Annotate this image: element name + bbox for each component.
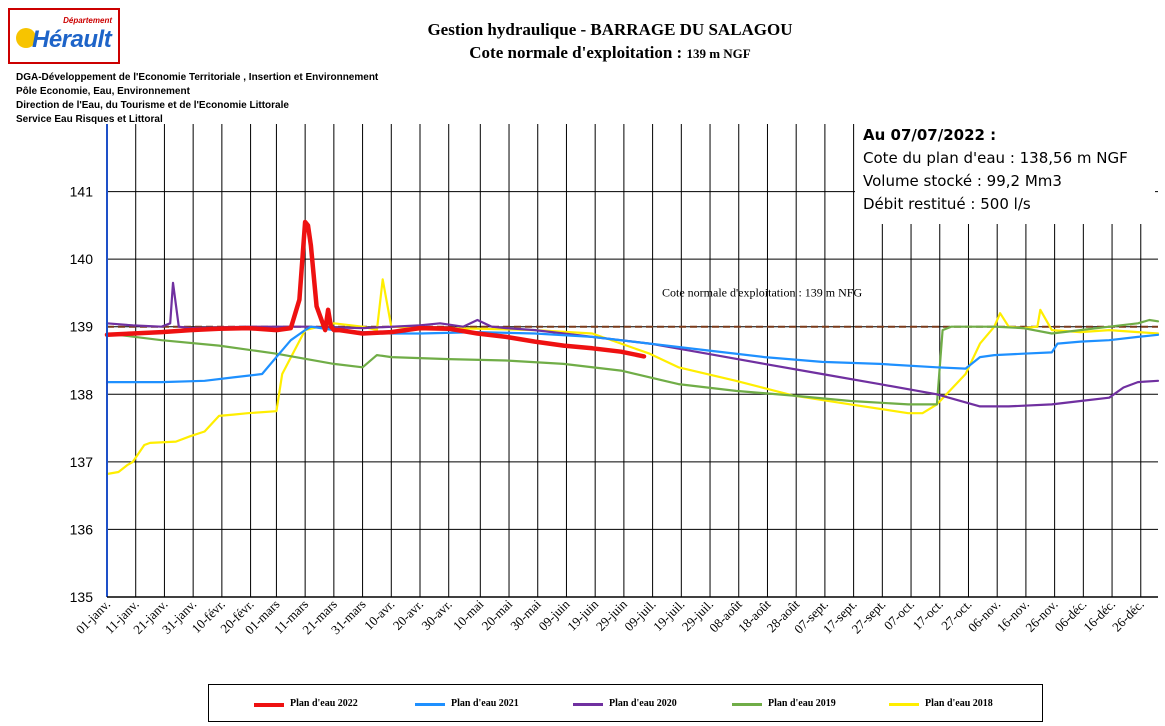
y-tick-labels: 135 136 137 138 139 140 141 bbox=[70, 184, 94, 605]
x-tick-label: 09-juil. bbox=[621, 597, 658, 634]
x-tick-label: 07-oct. bbox=[881, 597, 917, 633]
x-tick-labels: 01-janv.11-janv.21-janv.31-janv.10-févr.… bbox=[73, 596, 1147, 637]
x-tick-label: 20-mai bbox=[478, 596, 515, 633]
info-heading: Au 07/07/2022 : bbox=[863, 126, 997, 144]
status-info-box: Au 07/07/2022 : Cote du plan d'eau : 138… bbox=[855, 124, 1155, 224]
legend-swatch-2021 bbox=[415, 703, 445, 706]
y-tick-label: 135 bbox=[70, 589, 94, 605]
series-line-2022 bbox=[104, 219, 647, 359]
legend-label-2022: Plan d'eau 2022 bbox=[290, 698, 358, 709]
legend-label-2020: Plan d'eau 2020 bbox=[609, 698, 677, 709]
x-tick-label: 10-mai bbox=[450, 596, 487, 633]
reference-line-label: Cote normale d'exploitation : 139 m NFG bbox=[662, 286, 862, 300]
reference-line-group: Cote normale d'exploitation : 139 m NFG bbox=[107, 286, 1158, 328]
info-volume: Volume stocké : 99,2 Mm3 bbox=[863, 172, 1062, 190]
logo-name-text: Hérault bbox=[32, 26, 112, 53]
y-tick-label: 140 bbox=[70, 251, 94, 267]
x-tick-label: 26-déc. bbox=[1109, 597, 1147, 635]
x-tick-label: 06-déc. bbox=[1052, 597, 1090, 635]
legend-label-2021: Plan d'eau 2021 bbox=[451, 698, 519, 709]
x-tick-label: 19-juil. bbox=[650, 597, 687, 634]
legend-label-2019: Plan d'eau 2019 bbox=[768, 698, 836, 709]
org-line-1: DGA-Développement de l'Economie Territor… bbox=[16, 72, 379, 83]
x-tick-label: 09-juin bbox=[535, 596, 573, 634]
org-line-2: Pôle Economie, Eau, Environnement bbox=[16, 86, 190, 97]
axes-group bbox=[106, 124, 1158, 598]
x-tick-label: 19-juin bbox=[564, 596, 602, 634]
chart-title: Gestion hydraulique - BARRAGE DU SALAGOU bbox=[427, 20, 793, 39]
info-level: Cote du plan d'eau : 138,56 m NGF bbox=[863, 149, 1128, 167]
y-tick-label: 138 bbox=[70, 386, 94, 402]
info-flow: Débit restitué : 500 l/s bbox=[863, 195, 1031, 213]
legend-swatch-2022 bbox=[254, 703, 284, 707]
y-tick-label: 136 bbox=[70, 521, 94, 537]
series-line-2018 bbox=[105, 278, 1160, 476]
series-line-2019 bbox=[105, 318, 1160, 406]
org-line-3: Direction de l'Eau, du Tourisme et de l'… bbox=[16, 100, 289, 111]
sun-icon bbox=[16, 28, 36, 48]
x-tick-label: 30-avr. bbox=[418, 597, 454, 633]
chart-subtitle: Cote normale d'exploitation : 139 m NGF bbox=[300, 43, 920, 63]
org-line-4: Service Eau Risques et Littoral bbox=[16, 114, 163, 125]
x-tick-label: 26-nov. bbox=[1022, 597, 1060, 635]
legend-label-2018: Plan d'eau 2018 bbox=[925, 698, 993, 709]
department-logo: Département Hérault bbox=[8, 8, 120, 64]
subtitle-value: 139 m NGF bbox=[686, 46, 751, 61]
x-tick-label: 20-avr. bbox=[390, 597, 426, 633]
chart-legend: Plan d'eau 2022 Plan d'eau 2021 Plan d'e… bbox=[208, 684, 1043, 722]
legend-swatch-2019 bbox=[732, 703, 762, 706]
logo-department-text: Département bbox=[63, 16, 112, 25]
y-tick-label: 139 bbox=[70, 319, 94, 335]
x-tick-label: 16-déc. bbox=[1080, 597, 1118, 635]
series-line-2020 bbox=[105, 281, 1160, 408]
y-tick-label: 137 bbox=[70, 454, 94, 470]
x-tick-label: 17-oct. bbox=[909, 597, 945, 633]
legend-swatch-2020 bbox=[573, 703, 603, 706]
series-line-2021 bbox=[105, 325, 1160, 384]
legend-swatch-2018 bbox=[889, 703, 919, 706]
series-group bbox=[104, 219, 1160, 476]
y-tick-label: 141 bbox=[70, 184, 94, 200]
subtitle-prefix: Cote normale d'exploitation : bbox=[469, 43, 687, 62]
x-tick-label: 10-avr. bbox=[361, 597, 397, 633]
